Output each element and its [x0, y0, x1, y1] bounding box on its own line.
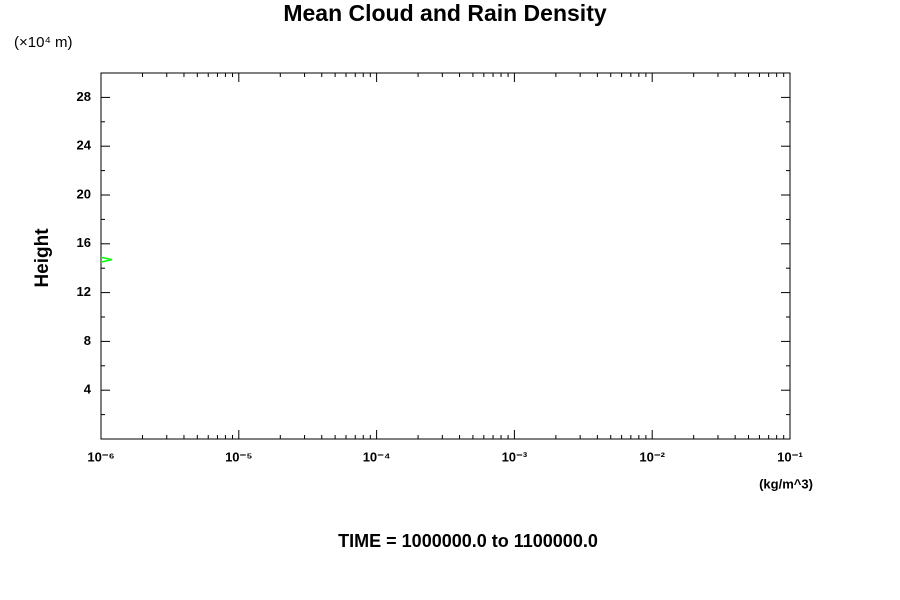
x-tick-label: 10⁻³: [502, 449, 528, 464]
footer: TIME = 1000000.0 to 1100000.0: [338, 531, 598, 551]
chart-title: Mean Cloud and Rain Density: [283, 0, 607, 26]
y-tick-label: 12: [77, 284, 91, 299]
y-tick-label: 4: [84, 382, 92, 397]
x-unit: (kg/m^3): [759, 476, 813, 491]
y-tick-label: 20: [77, 186, 91, 201]
x-tick-label: 10⁻⁵: [225, 449, 252, 464]
x-tick-label: 10⁻⁶: [87, 449, 114, 464]
y-tick-label: 28: [77, 89, 91, 104]
plot-frame: [100, 72, 791, 440]
y-tick-label: 16: [77, 235, 91, 250]
x-tick-label: 10⁻¹: [777, 449, 803, 464]
y-tick-label: 24: [77, 138, 92, 153]
y-tick-label: 8: [84, 333, 91, 348]
y-axis-label: Height: [32, 228, 53, 288]
x-tick-label: 10⁻⁴: [363, 449, 391, 464]
series-line: [100, 256, 113, 263]
x-tick-label: 10⁻²: [639, 449, 665, 464]
y-unit: (×10⁴ m): [14, 34, 73, 51]
